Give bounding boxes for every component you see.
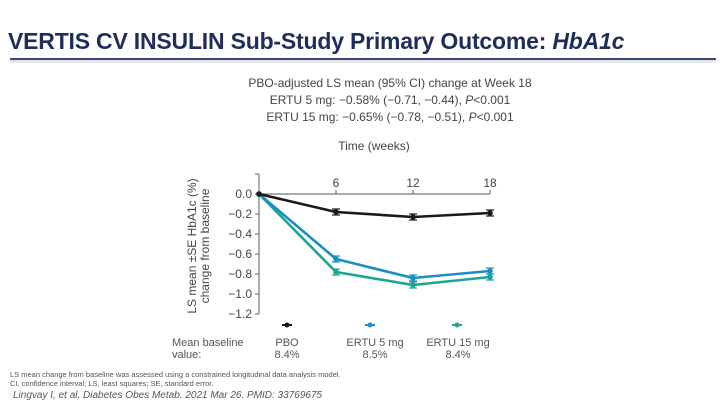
y-tick-label: −0.2	[228, 207, 252, 221]
y-tick-label: −0.6	[228, 247, 252, 261]
data-point	[410, 214, 416, 220]
y-tick-label: 0.0	[235, 187, 252, 201]
slide-title: VERTIS CV INSULIN Sub-Study Primary Outc…	[8, 28, 624, 55]
baseline-label: Mean baseline value:	[172, 337, 244, 361]
legend-marker-point	[284, 322, 290, 328]
y-axis-label-line1: LS mean ±SE HbA1c (%)	[185, 178, 199, 313]
data-point	[410, 282, 416, 288]
legend-pbo-name: PBO	[275, 337, 299, 349]
x-tick-label: 6	[333, 176, 340, 190]
legend-ertu5-name: ERTU 5 mg	[346, 337, 404, 349]
footnote-2: CI, confidence interval; LS, least squar…	[10, 379, 214, 388]
x-axis-label: Time (weeks)	[338, 139, 410, 153]
data-point	[487, 268, 493, 274]
p-value: <0.001	[476, 110, 514, 124]
legend-pbo-baseline: 8.4%	[274, 349, 300, 361]
y-tick-label: −1.0	[228, 287, 252, 301]
summary-line-3: ERTU 15 mg: −0.65% (−0.78, −0.51), P<0.0…	[180, 110, 600, 124]
summary-line-1: PBO-adjusted LS mean (95% CI) change at …	[248, 76, 532, 90]
data-point	[487, 274, 493, 280]
series-line-ertu-15-mg	[258, 193, 491, 287]
title-underline	[10, 58, 716, 60]
summary-ertu15: ERTU 15 mg: −0.65% (−0.78, −0.51),	[266, 110, 469, 124]
legend-ertu15-name: ERTU 15 mg	[426, 337, 490, 349]
p-value: <0.001	[473, 93, 511, 107]
y-tick-label: −0.8	[228, 267, 252, 281]
legend-pbo: PBO 8.4%	[262, 337, 312, 361]
y-tick-label: −1.2	[228, 307, 252, 321]
p-label: P	[468, 110, 477, 124]
data-point	[256, 191, 262, 197]
legend-ertu5: ERTU 5 mg 8.5%	[335, 337, 415, 361]
legend-marker-point	[454, 322, 460, 328]
data-point	[333, 256, 339, 262]
legend-ertu15-baseline: 8.4%	[445, 349, 471, 361]
citation: Lingvay I, et al. Diabetes Obes Metab. 2…	[13, 390, 323, 401]
title-italic: HbA1c	[552, 28, 625, 54]
series-line-ertu-5-mg	[258, 193, 491, 280]
footnote-1: LS mean change from baseline was assesse…	[10, 370, 341, 379]
data-point	[333, 209, 339, 215]
x-tick-label: 18	[483, 176, 497, 190]
legend-ertu5-baseline: 8.5%	[362, 349, 388, 361]
series-line-pbo	[258, 192, 491, 219]
summary-line-2: ERTU 5 mg: −0.58% (−0.71, −0.44), P<0.00…	[180, 93, 600, 107]
p-label: P	[465, 93, 474, 107]
baseline-label-line1: Mean baseline	[172, 337, 244, 349]
data-point	[487, 210, 493, 216]
data-point	[333, 269, 339, 275]
y-axis-label-line2: change from baseline	[198, 188, 212, 303]
summary-ertu5: ERTU 5 mg: −0.58% (−0.71, −0.44),	[269, 93, 466, 107]
baseline-label-line2: value:	[172, 349, 202, 361]
title-main: VERTIS CV INSULIN Sub-Study Primary Outc…	[8, 28, 553, 54]
data-point	[410, 275, 416, 281]
y-tick-label: −0.4	[228, 227, 252, 241]
legend-marker-point	[367, 322, 373, 328]
legend-ertu15: ERTU 15 mg 8.4%	[418, 337, 498, 361]
x-tick-label: 12	[406, 176, 420, 190]
